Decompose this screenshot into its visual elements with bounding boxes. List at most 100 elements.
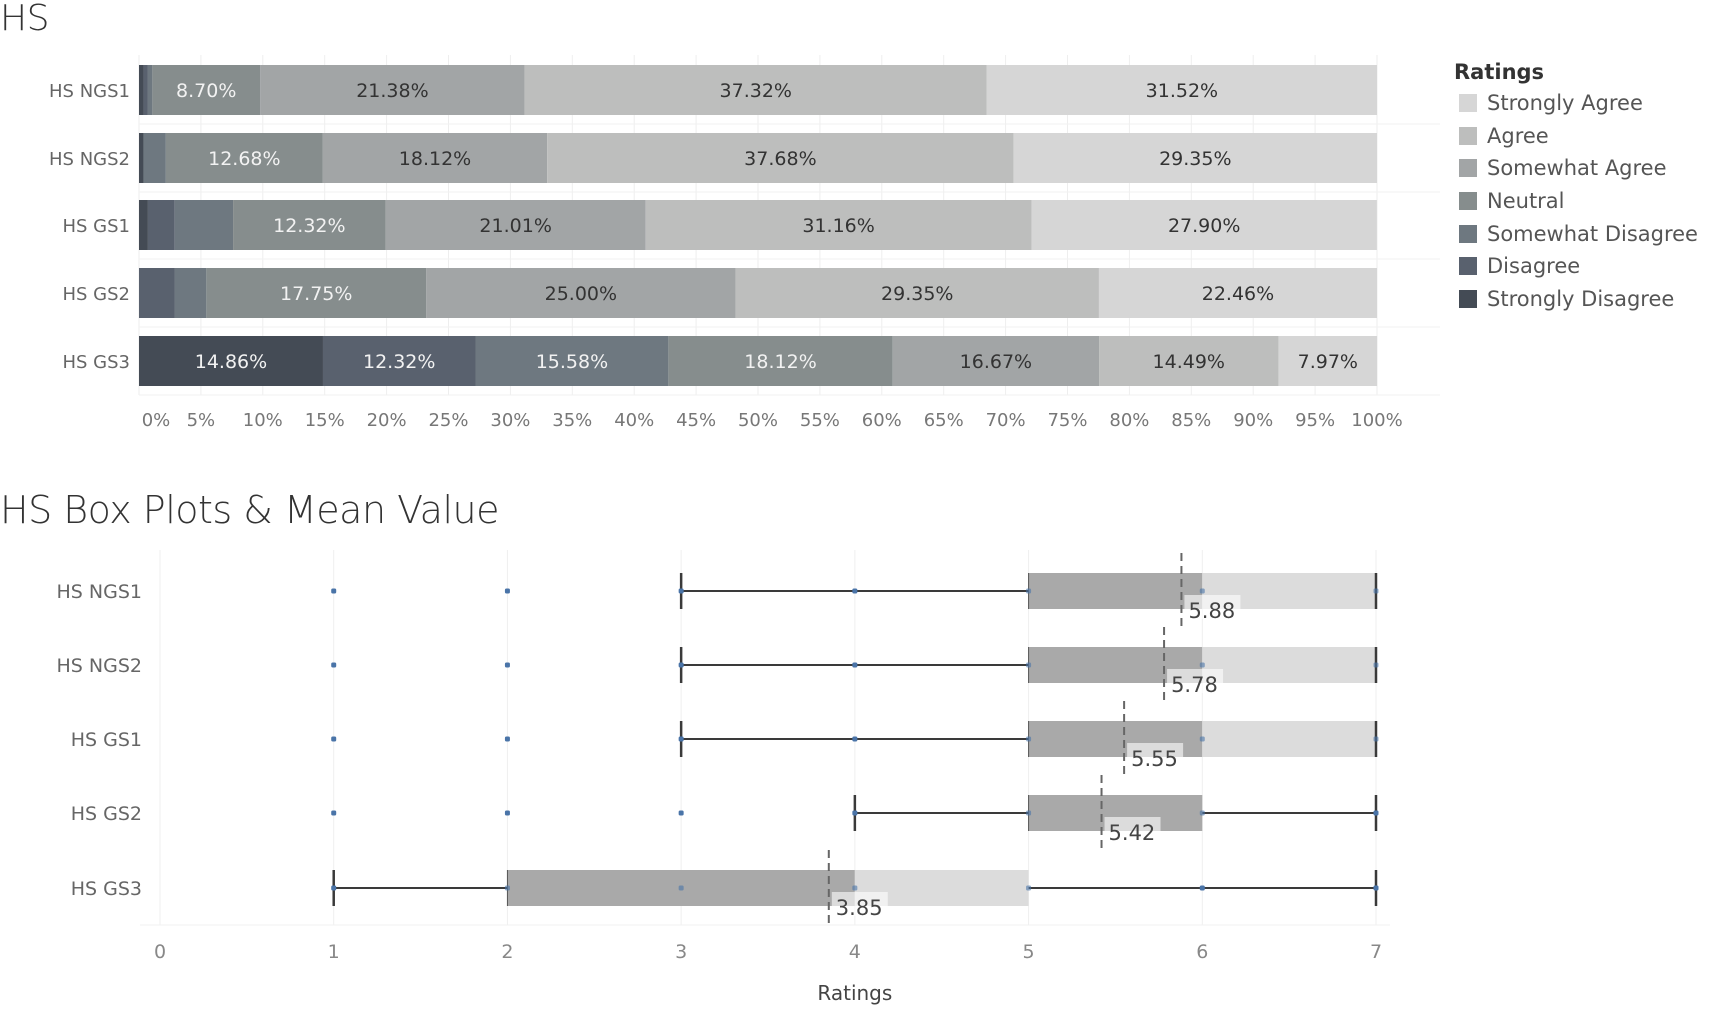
data-point[interactable] xyxy=(1026,736,1032,742)
stack-segment-disagree[interactable] xyxy=(147,200,175,250)
stack-segment-somewhat-agree[interactable] xyxy=(892,336,1100,386)
data-point[interactable] xyxy=(1026,662,1032,668)
stack-segment-somewhat-agree[interactable] xyxy=(426,268,736,318)
data-point[interactable] xyxy=(852,885,858,891)
data-point[interactable] xyxy=(504,736,510,742)
stack-segment-disagree[interactable] xyxy=(139,268,175,318)
data-point[interactable] xyxy=(678,810,684,816)
data-point[interactable] xyxy=(1026,588,1032,594)
stack-segment-strongly-agree[interactable] xyxy=(1013,133,1377,183)
data-point[interactable] xyxy=(331,662,337,668)
mean-label-bg xyxy=(1184,595,1241,619)
stack-x-tick-label: 85% xyxy=(1171,410,1211,431)
stack-segment-neutral[interactable] xyxy=(233,200,386,250)
box-x-tick-label: 7 xyxy=(1370,941,1382,963)
stack-segment-agree[interactable] xyxy=(645,200,1032,250)
stack-segment-somewhat-disagree[interactable] xyxy=(475,336,669,386)
data-point[interactable] xyxy=(331,885,337,891)
stack-segment-strongly-agree[interactable] xyxy=(1031,200,1377,250)
legend-label: Disagree xyxy=(1487,254,1581,279)
stack-category-label: HS GS1 xyxy=(62,216,130,237)
stack-segment-strongly-agree[interactable] xyxy=(1278,336,1378,386)
data-point[interactable] xyxy=(331,810,337,816)
stack-category-labels: HS NGS1 HS NGS2 HS GS1 HS GS2 HS GS3 xyxy=(49,81,130,373)
data-point[interactable] xyxy=(678,885,684,891)
stack-segment-somewhat-agree[interactable] xyxy=(322,133,548,183)
stack-x-tick-label: 60% xyxy=(862,410,902,431)
data-point[interactable] xyxy=(504,885,510,891)
data-point[interactable] xyxy=(1199,810,1205,816)
data-point[interactable] xyxy=(1373,885,1379,891)
data-point[interactable] xyxy=(504,588,510,594)
stack-data-label: 37.32% xyxy=(720,80,792,102)
legend-item-strongly-agree[interactable]: Strongly Agree xyxy=(1454,87,1698,120)
data-point[interactable] xyxy=(331,736,337,742)
legend-item-somewhat-disagree[interactable]: Somewhat Disagree xyxy=(1454,217,1698,250)
data-point[interactable] xyxy=(852,736,858,742)
stack-data-label: 29.35% xyxy=(881,283,953,305)
data-point[interactable] xyxy=(852,810,858,816)
legend-title: Ratings xyxy=(1454,60,1545,84)
data-point[interactable] xyxy=(1373,588,1379,594)
stack-segment-somewhat-disagree[interactable] xyxy=(147,65,153,115)
stack-segment-somewhat-agree[interactable] xyxy=(260,65,525,115)
stack-x-tick-label: 100% xyxy=(1351,410,1402,431)
stack-segment-agree[interactable] xyxy=(547,133,1014,183)
stack-segment-neutral[interactable] xyxy=(165,133,323,183)
legend-label: Somewhat Disagree xyxy=(1487,221,1698,246)
data-point[interactable] xyxy=(1199,662,1205,668)
legend-swatch xyxy=(1459,94,1477,113)
stack-segment-agree[interactable] xyxy=(1099,336,1279,386)
stack-segment-somewhat-agree[interactable] xyxy=(385,200,646,250)
legend-item-neutral[interactable]: Neutral xyxy=(1454,185,1698,218)
data-point[interactable] xyxy=(1373,662,1379,668)
data-point[interactable] xyxy=(1373,736,1379,742)
stack-segment-neutral[interactable] xyxy=(668,336,893,386)
data-point[interactable] xyxy=(1373,810,1379,816)
box-upper[interactable] xyxy=(1202,721,1376,757)
legend-item-strongly-disagree[interactable]: Strongly Disagree xyxy=(1454,283,1698,316)
stack-segment-disagree[interactable] xyxy=(322,336,476,386)
stack-x-tick-label: 95% xyxy=(1295,410,1335,431)
legend-item-somewhat-agree[interactable]: Somewhat Agree xyxy=(1454,152,1698,185)
data-point[interactable] xyxy=(504,662,510,668)
stack-segment-neutral[interactable] xyxy=(152,65,261,115)
stack-segment-somewhat-disagree[interactable] xyxy=(143,133,166,183)
legend-item-disagree[interactable]: Disagree xyxy=(1454,250,1698,283)
box-x-tick-label: 4 xyxy=(849,941,861,963)
stack-segment-strongly-agree[interactable] xyxy=(986,65,1377,115)
stack-x-tick-label: 70% xyxy=(986,410,1026,431)
data-point[interactable] xyxy=(678,736,684,742)
stack-segment-agree[interactable] xyxy=(735,268,1099,318)
data-point[interactable] xyxy=(1199,736,1205,742)
stack-segment-strongly-disagree[interactable] xyxy=(139,336,323,386)
legend-item-agree[interactable]: Agree xyxy=(1454,120,1698,153)
data-point[interactable] xyxy=(852,588,858,594)
data-point[interactable] xyxy=(678,588,684,594)
stack-segment-agree[interactable] xyxy=(524,65,987,115)
data-point[interactable] xyxy=(1026,885,1032,891)
stack-segment-strongly-disagree[interactable] xyxy=(139,133,144,183)
data-point[interactable] xyxy=(1199,588,1205,594)
data-point[interactable] xyxy=(331,588,337,594)
data-point[interactable] xyxy=(678,662,684,668)
data-point[interactable] xyxy=(1199,885,1205,891)
box-upper[interactable] xyxy=(1202,647,1376,683)
stack-segment-disagree[interactable] xyxy=(143,65,148,115)
stack-x-tick-label: 90% xyxy=(1233,410,1273,431)
box-lower[interactable] xyxy=(1028,573,1203,609)
chart-title-bottom: HS Box Plots & Mean Value xyxy=(0,488,499,532)
stack-segment-strongly-agree[interactable] xyxy=(1098,268,1377,318)
stack-segment-strongly-disagree[interactable] xyxy=(139,200,148,250)
stack-segment-strongly-disagree[interactable] xyxy=(139,65,144,115)
data-point[interactable] xyxy=(852,662,858,668)
stack-data-label: 16.67% xyxy=(960,351,1032,373)
data-point[interactable] xyxy=(504,810,510,816)
data-point[interactable] xyxy=(1026,810,1032,816)
stack-segment-neutral[interactable] xyxy=(206,268,427,318)
stack-segment-somewhat-disagree[interactable] xyxy=(174,200,234,250)
stack-data-label: 8.70% xyxy=(176,80,236,102)
box-category-label: HS GS3 xyxy=(71,878,142,900)
box-category-label: HS NGS1 xyxy=(57,581,142,603)
stack-segment-somewhat-disagree[interactable] xyxy=(174,268,207,318)
